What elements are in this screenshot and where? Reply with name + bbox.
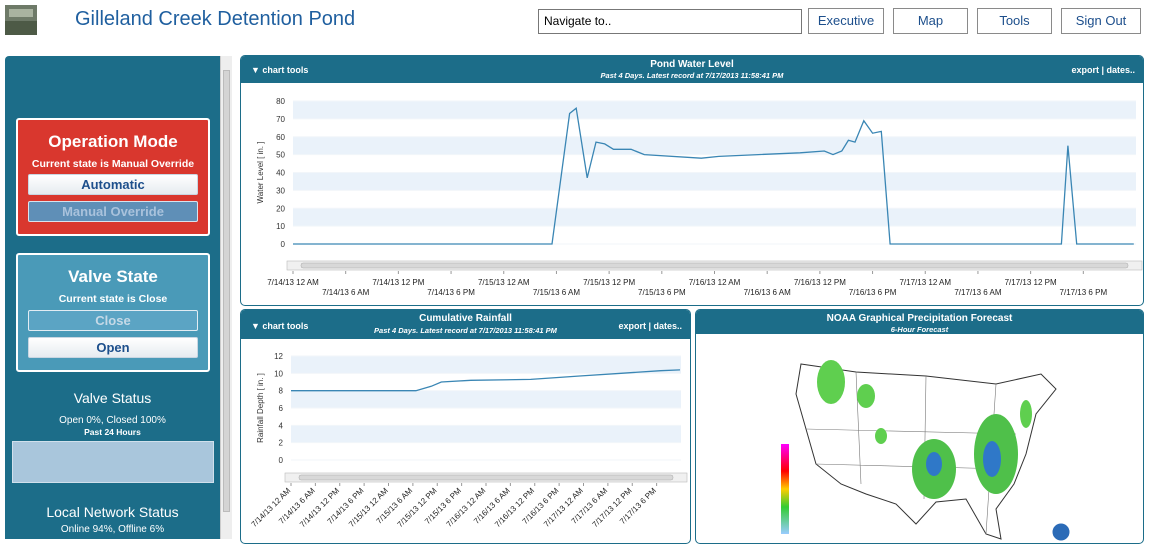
y-tick-label: 10 — [274, 369, 283, 378]
page: Gilleland Creek Detention Pond Navigate … — [0, 0, 1151, 539]
logo — [5, 5, 37, 35]
x-tick-label: 7/14/13 6 AM — [322, 288, 369, 297]
x-tick-label: 7/17/13 12 AM — [899, 278, 951, 287]
y-tick-label: 60 — [276, 133, 285, 142]
precip-core — [983, 441, 1001, 477]
scrollbar[interactable] — [220, 56, 232, 539]
chart-subtitle: Past 4 Days. Latest record at 7/17/2013 … — [241, 71, 1143, 80]
x-tick-label: 7/14/13 12 PM — [372, 278, 424, 287]
x-tick-label: 7/17/13 6 PM — [1060, 288, 1108, 297]
status-summary: Open 0%, Closed 100% — [5, 415, 220, 426]
x-tick-label: 7/15/13 12 AM — [478, 278, 530, 287]
y-axis-label: Water Level [ in. ] — [256, 142, 265, 204]
x-tick-label: 7/14/13 12 AM — [267, 278, 319, 287]
x-tick-label: 7/16/13 12 PM — [794, 278, 846, 287]
dates-link[interactable]: dates.. — [653, 321, 682, 331]
panel-header: ▼ chart tools Cumulative Rainfall Past 4… — [241, 310, 690, 339]
chart-panel: ▼ chart tools Cumulative Rainfall Past 4… — [240, 309, 691, 544]
y-tick-label: 30 — [276, 186, 285, 195]
y-tick-label: 0 — [281, 240, 286, 249]
scroll-thumb — [301, 263, 1128, 268]
grid-band — [293, 101, 1136, 119]
y-tick-label: 70 — [276, 115, 285, 124]
scroll-thumb[interactable] — [223, 70, 230, 512]
section-title: Valve Status — [5, 390, 220, 406]
export-link[interactable]: export — [1071, 65, 1099, 75]
x-tick-label: 7/15/13 6 AM — [533, 288, 580, 297]
x-tick-label: 7/16/13 6 AM — [744, 288, 791, 297]
chart-links: export | dates.. — [618, 321, 682, 331]
x-tick-label: 7/16/13 6 PM — [849, 288, 897, 297]
y-tick-label: 50 — [276, 151, 285, 160]
grid-band — [291, 391, 681, 408]
status-bar — [12, 441, 214, 483]
x-tick-label: 7/14/13 6 PM — [427, 288, 475, 297]
noaa-logo — [1052, 523, 1070, 541]
y-tick-label: 20 — [276, 204, 285, 213]
manual-button[interactable]: Manual Override — [28, 201, 198, 222]
precip-area — [1020, 400, 1032, 428]
grid-band — [291, 425, 681, 442]
nav-button[interactable]: Map — [893, 8, 968, 34]
x-tick-label: 7/17/13 12 PM — [1005, 278, 1057, 287]
grid-band — [291, 356, 681, 373]
forecast-subtitle: 6-Hour Forecast — [696, 325, 1143, 334]
chart-panel: ▼ chart tools Pond Water Level Past 4 Da… — [240, 55, 1144, 306]
section-title: Local Network Status — [5, 504, 220, 520]
forecast-panel: NOAA Graphical Precipitation Forecast 6-… — [695, 309, 1144, 544]
panel-header: NOAA Graphical Precipitation Forecast 6-… — [696, 310, 1143, 334]
precip-area — [817, 360, 845, 404]
chart: 0 10 20 30 40 50 60 70 80 Water Level [ in. ] 7/14… — [241, 83, 1143, 305]
box-title: Operation Mode — [18, 132, 208, 152]
chart-title: Pond Water Level — [241, 59, 1143, 70]
grid-band — [293, 208, 1136, 226]
precip-area — [875, 428, 887, 444]
forecast-map — [696, 334, 1143, 543]
x-tick-label: 7/15/13 6 PM — [638, 288, 686, 297]
y-axis-label: Rainfall Depth [ in. ] — [256, 373, 265, 443]
x-tick-label: 7/17/13 6 AM — [954, 288, 1001, 297]
grid-band — [293, 173, 1136, 191]
y-tick-label: 2 — [279, 439, 284, 448]
y-tick-label: 12 — [274, 352, 283, 361]
export-link[interactable]: export — [618, 321, 646, 331]
navigate-input[interactable]: Navigate to.. — [538, 9, 802, 34]
grid-band — [293, 137, 1136, 155]
status-summary: Online 94%, Offline 6% — [5, 524, 220, 535]
precip-core — [926, 452, 942, 476]
close-button[interactable]: Close — [28, 310, 198, 331]
status-period: Past 24 Hours — [5, 427, 220, 437]
dates-link[interactable]: dates.. — [1106, 65, 1135, 75]
y-tick-label: 6 — [279, 404, 284, 413]
x-tick-label: 7/16/13 12 AM — [689, 278, 741, 287]
state-text: Current state is Close — [18, 293, 208, 305]
box-title: Valve State — [18, 267, 208, 287]
precip-area — [857, 384, 875, 408]
sidebar: Operation Mode Current state is Manual O… — [5, 56, 232, 539]
valve-state-box: Valve State Current state is Close Close… — [16, 253, 210, 372]
y-tick-label: 40 — [276, 169, 285, 178]
x-tick-label: 7/15/13 12 PM — [583, 278, 635, 287]
forecast-title: NOAA Graphical Precipitation Forecast — [696, 313, 1143, 324]
open-button[interactable]: Open — [28, 337, 198, 358]
chart-links: export | dates.. — [1071, 65, 1135, 75]
nav-button[interactable]: Executive — [808, 8, 884, 34]
y-tick-label: 0 — [279, 456, 284, 465]
legend-scale — [781, 444, 789, 534]
panel-header: ▼ chart tools Pond Water Level Past 4 Da… — [241, 56, 1143, 83]
app-title: Gilleland Creek Detention Pond — [75, 8, 355, 31]
state-text: Current state is Manual Override — [18, 158, 208, 170]
nav-button[interactable]: Tools — [977, 8, 1052, 34]
y-tick-label: 8 — [279, 387, 284, 396]
y-tick-label: 10 — [276, 222, 285, 231]
y-tick-label: 80 — [276, 97, 285, 106]
operation-mode-box: Operation Mode Current state is Manual O… — [16, 118, 210, 236]
y-tick-label: 4 — [279, 421, 284, 430]
automatic-button[interactable]: Automatic — [28, 174, 198, 195]
nav-button[interactable]: Sign Out — [1061, 8, 1141, 34]
scroll-thumb — [299, 475, 673, 480]
